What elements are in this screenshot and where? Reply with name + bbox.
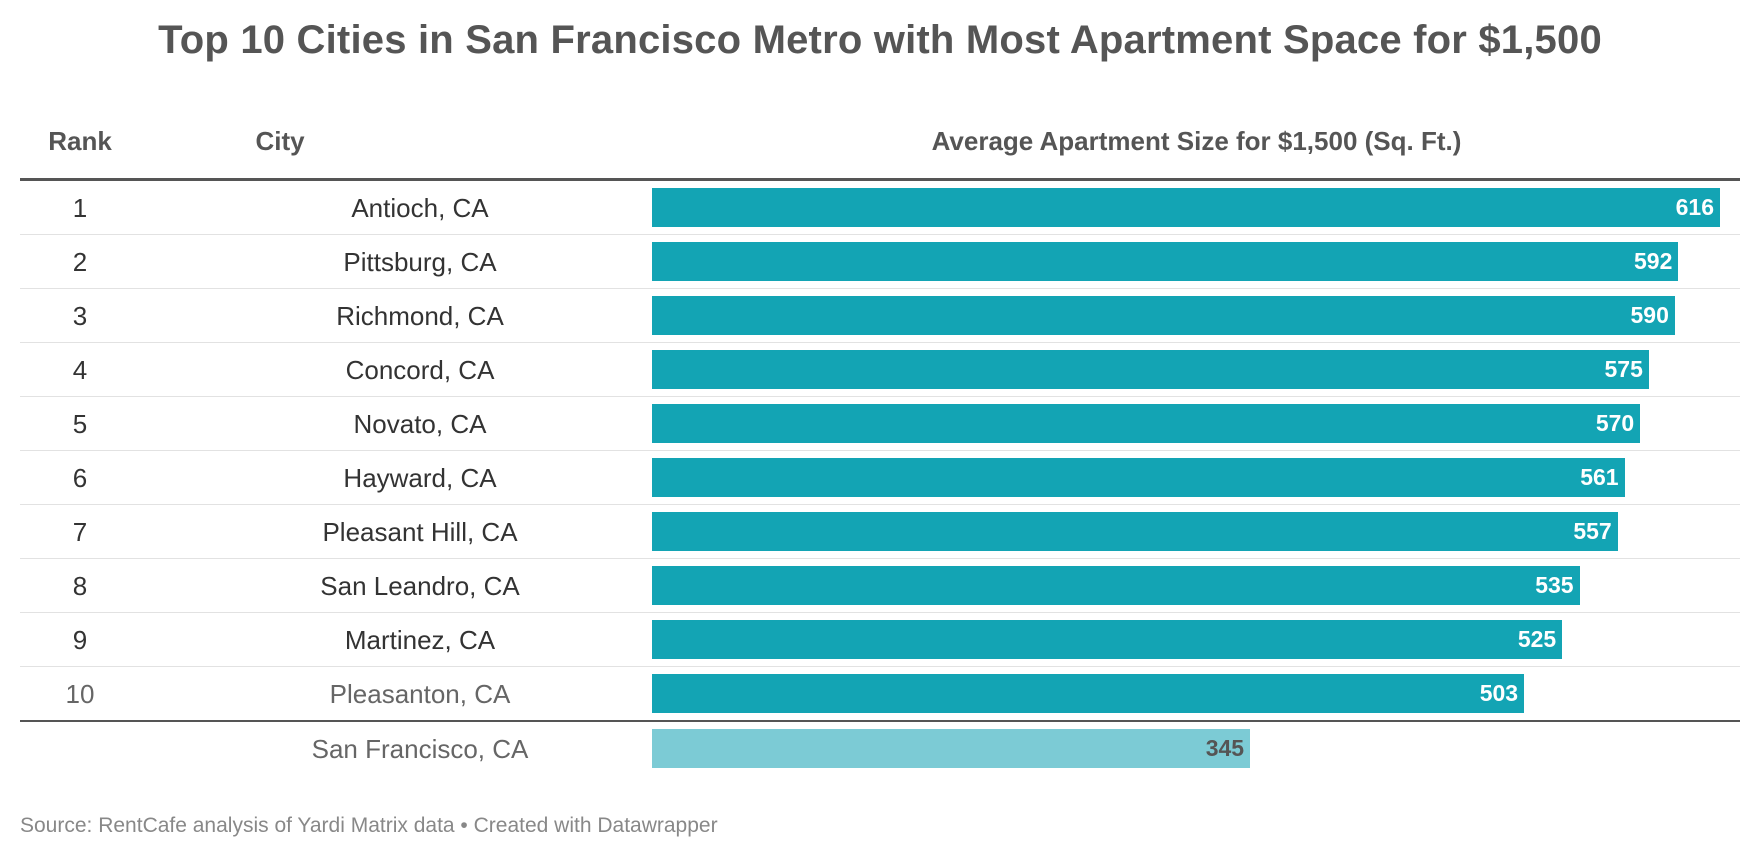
bar: 503: [652, 674, 1525, 713]
city-cell: Novato, CA: [353, 409, 487, 439]
bar-value-label: 575: [1604, 356, 1643, 382]
source-note: Source: RentCafe analysis of Yardi Matri…: [20, 814, 718, 837]
rank-cell: 7: [72, 517, 88, 547]
rank-cell: 8: [72, 571, 88, 601]
table-row: 9 Martinez, CA 525: [20, 613, 1740, 667]
table-row: 3 Richmond, CA 590: [20, 289, 1740, 343]
table-header: Rank City Average Apartment Size for $1,…: [20, 110, 1740, 181]
rank-cell: 4: [72, 355, 88, 385]
rank-cell: 6: [72, 463, 88, 493]
city-cell: Antioch, CA: [351, 193, 489, 223]
city-cell: Richmond, CA: [336, 301, 504, 331]
table-row: 7 Pleasant Hill, CA 557: [20, 505, 1740, 559]
rank-cell: 10: [65, 679, 95, 709]
bar-value-label: 590: [1630, 302, 1669, 328]
bar: 557: [652, 512, 1618, 551]
city-cell: Martinez, CA: [344, 625, 496, 655]
table-row: 8 San Leandro, CA 535: [20, 559, 1740, 613]
city-cell: San Leandro, CA: [320, 571, 520, 601]
rank-column-header: Rank: [48, 126, 112, 156]
city-cell: Concord, CA: [345, 355, 495, 385]
bar-value-label: 570: [1595, 410, 1635, 436]
bar-value-label: 616: [1675, 194, 1714, 220]
bar: 345: [652, 729, 1251, 768]
table-row: 4 Concord, CA 575: [20, 343, 1740, 397]
rank-cell: 5: [72, 409, 88, 439]
bar: 592: [652, 242, 1679, 281]
bar: 535: [652, 566, 1580, 605]
rank-cell: 9: [72, 625, 88, 655]
table-row: 6 Hayward, CA 561: [20, 451, 1740, 505]
bar-value-label: 535: [1535, 572, 1574, 598]
bar: 590: [652, 296, 1675, 335]
city-cell: Pittsburg, CA: [343, 247, 497, 277]
chart-title: Top 10 Cities in San Francisco Metro wit…: [158, 18, 1602, 62]
bar-value-label: 503: [1479, 680, 1519, 706]
ranking-table: Rank City Average Apartment Size for $1,…: [20, 110, 1740, 775]
city-cell: Pleasant Hill, CA: [322, 517, 518, 547]
bar-value-label: 592: [1634, 248, 1673, 274]
city-cell: Pleasanton, CA: [329, 679, 511, 709]
bar: 616: [652, 188, 1720, 227]
rank-cell: 1: [72, 193, 88, 223]
bar: 561: [652, 458, 1625, 497]
bar: 570: [652, 404, 1641, 443]
table-row: 2 Pittsburg, CA 592: [20, 235, 1740, 289]
bar-value-label: 525: [1517, 626, 1557, 652]
rank-cell: 3: [72, 301, 88, 331]
city-cell: Hayward, CA: [343, 463, 497, 493]
size-column-header: Average Apartment Size for $1,500 (Sq. F…: [931, 126, 1462, 156]
table-row: 10 Pleasanton, CA 503: [20, 667, 1740, 722]
bar: 525: [652, 620, 1563, 659]
city-cell: San Francisco, CA: [311, 734, 529, 764]
bar-value-label: 557: [1573, 518, 1612, 544]
bar-value-label: 561: [1580, 464, 1619, 490]
reference-row: San Francisco, CA 345: [20, 722, 1740, 775]
table-body: 1 Antioch, CA 616 2 Pittsburg, CA 592 3 Richmon…: [20, 181, 1740, 775]
city-column-header: City: [255, 126, 305, 156]
bar-value-label: 345: [1205, 735, 1245, 761]
table-row: 1 Antioch, CA 616: [20, 181, 1740, 235]
bar: 575: [652, 350, 1649, 389]
rank-cell: 2: [72, 247, 88, 277]
table-row: 5 Novato, CA 570: [20, 397, 1740, 451]
